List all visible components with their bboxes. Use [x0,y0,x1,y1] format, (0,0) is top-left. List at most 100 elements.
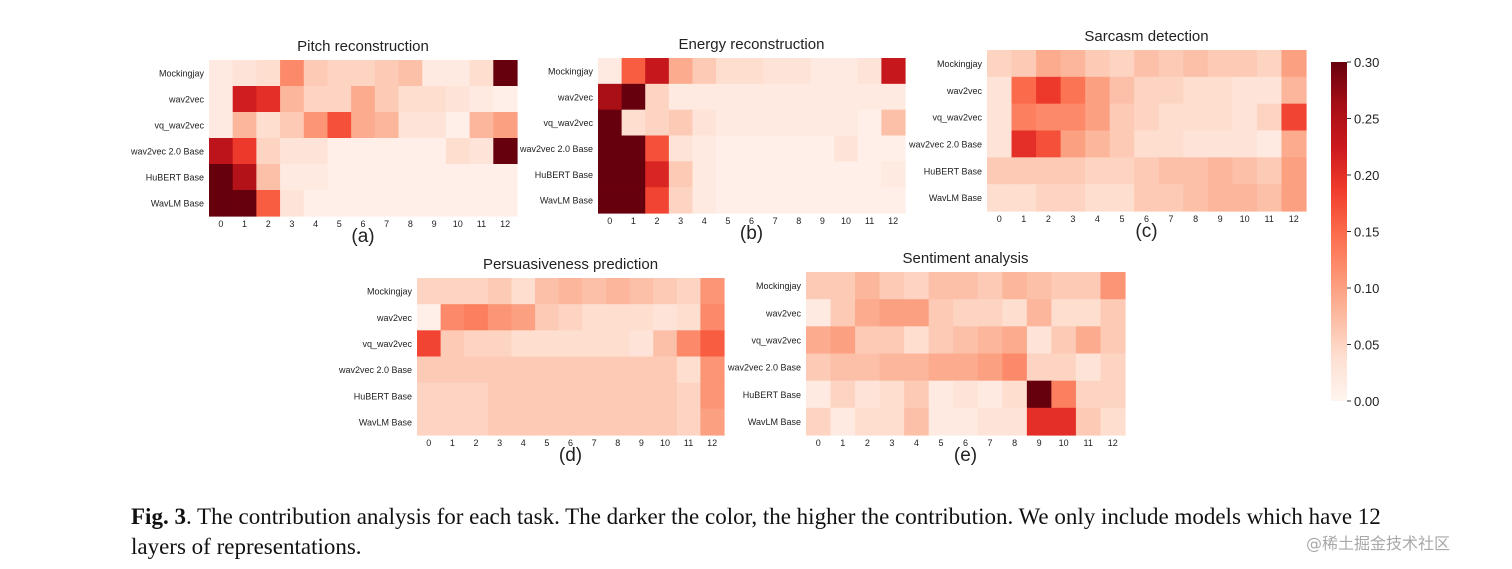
heatmap-cell [535,356,560,384]
heatmap-cell [830,407,856,436]
heatmap-cell [417,278,442,305]
heatmap-cell [692,83,717,111]
heatmap-cell [786,135,812,162]
heatmap-cell [1002,353,1028,382]
heatmap-cell [374,138,400,165]
heatmap-cell [232,86,257,113]
heatmap-cell [398,60,423,87]
heatmap-cell [977,407,1003,436]
heatmap-cell [1158,184,1184,212]
heatmap-cell [417,330,442,358]
heatmap-cell [493,190,518,217]
heatmap-row-label: HuBERT Base [924,166,982,176]
heatmap-cell [493,60,518,87]
heatmap-cell [881,83,906,111]
heatmap-cell [806,353,832,382]
heatmap-cell [881,109,906,137]
heatmap-row-label: wav2vec [557,92,594,102]
heatmap-cell [511,356,536,384]
heatmap-cell [1011,157,1037,185]
heatmap-cell [440,330,465,358]
heatmap-cell [493,164,518,191]
heatmap-cell [855,326,881,355]
heatmap-cell [374,112,400,139]
heatmap-cell [928,299,954,327]
heatmap-cell [668,109,694,137]
heatmap-cell [1207,157,1233,185]
heatmap-row-label: wav2vec 2.0 Base [519,144,593,154]
heatmap-cell [676,356,701,384]
heatmap-col-label: 10 [453,219,463,229]
heatmap-cell [806,407,832,436]
heatmap-col-label: 2 [474,438,479,448]
heatmap-cell [464,304,489,331]
heatmap-cell [256,190,281,217]
heatmap-cell [535,408,560,436]
panel-label: (e) [954,445,977,466]
heatmap-cell [605,304,631,331]
heatmap-cell [763,83,788,111]
heatmap-cell [1256,184,1283,212]
heatmap-cell [351,112,376,139]
heatmap-col-label: 3 [289,219,294,229]
heatmap-row-label: WavLM Base [359,417,412,427]
heatmap-cell [1085,157,1111,185]
heatmap-cell [653,356,678,384]
heatmap-cell [1134,50,1160,78]
heatmap-cell [511,330,536,358]
heatmap-cell [469,164,494,191]
heatmap-cell [668,58,694,85]
heatmap-cell [857,58,882,85]
heatmap-cell [1109,103,1135,132]
heatmap-cell [209,190,234,217]
heatmap-cell [977,380,1003,409]
heatmap-cell [445,164,471,191]
heatmap-cell [598,187,623,214]
heatmap-cell [582,278,607,305]
heatmap-cell [1109,50,1135,78]
colorbar-tick-label: 0.15 [1354,225,1379,240]
colorbar-tick-label: 0.20 [1354,168,1379,183]
heatmap-cell [1256,130,1283,158]
heatmap-cell [629,304,654,331]
heatmap-cell [605,330,631,358]
heatmap-row-label: Mockingjay [937,59,983,69]
heatmap-col-label: 10 [841,216,851,226]
heatmap-cell [977,272,1003,300]
heatmap-row-label: Mockingjay [548,66,594,76]
heatmap-col-label: 11 [865,216,874,226]
heatmap-cell [445,190,471,217]
heatmap-cell [1026,326,1052,355]
heatmap-cell [1060,103,1086,132]
heatmap-cell [834,187,859,214]
heatmap-cell [1183,76,1209,105]
heatmap-cell [351,190,376,217]
heatmap-cell [464,278,489,305]
heatmap-cell [621,187,646,214]
heatmap-cell [716,58,741,85]
heatmap-col-label: 8 [796,216,801,226]
heatmap-cell [739,58,764,85]
heatmap-cell [1232,50,1258,78]
heatmap-col-label: 2 [266,219,271,229]
heatmap-cell [469,190,494,217]
heatmap-cell [987,76,1013,105]
heatmap-cell [739,187,764,214]
heatmap-cell [621,161,646,188]
heatmap-col-label: 1 [840,438,845,448]
heatmap-cell [621,135,646,162]
heatmap-cell [786,58,812,85]
heatmap-row-label: WavLM Base [540,196,593,206]
heatmap-cell [1183,157,1209,185]
heatmap-cell [351,164,376,191]
heatmap-cell [1060,157,1086,185]
heatmap-cell [398,112,423,139]
heatmap-cell [987,184,1013,212]
heatmap-cell [422,112,447,139]
heatmap-cell [535,382,560,410]
heatmap-cell [716,187,741,214]
heatmap-cell [700,382,725,410]
heatmap-cell [1281,157,1307,185]
heatmap-cell [806,326,832,355]
heatmap-col-label: 12 [888,216,898,226]
